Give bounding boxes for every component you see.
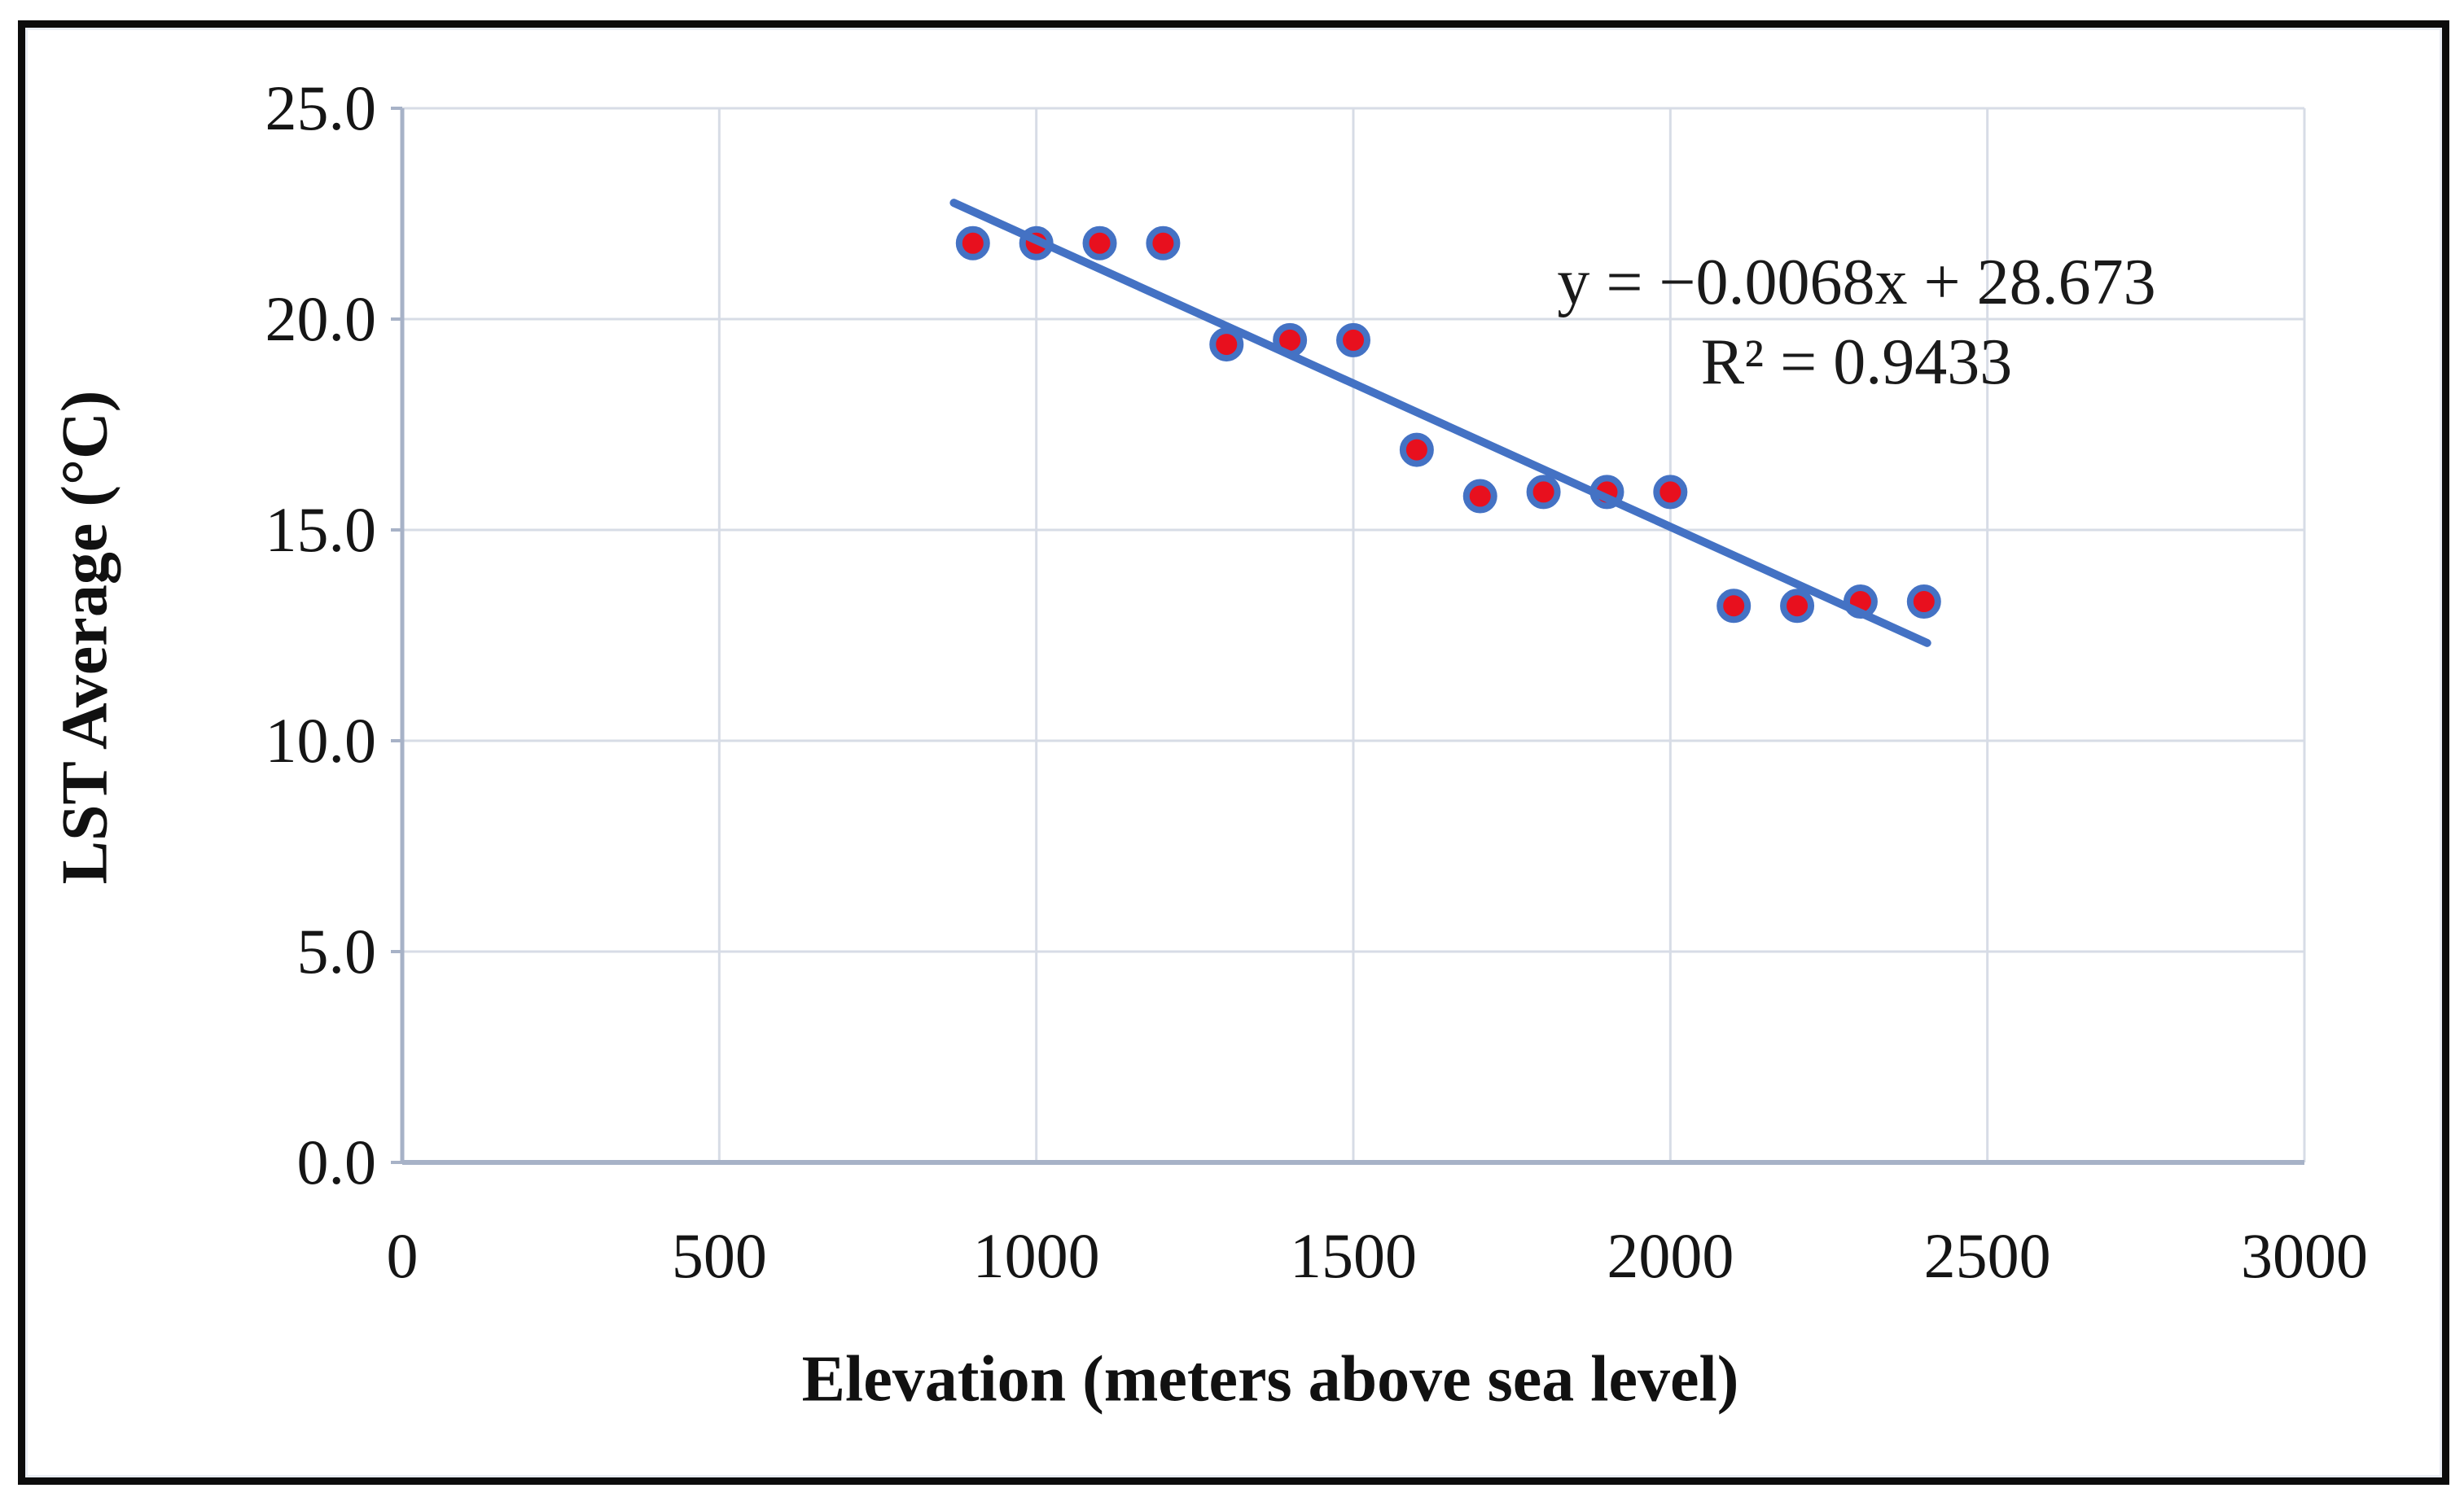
y-tick-label: 0.0 [296, 1127, 377, 1197]
trendline-annotation: y = −0.0068x + 28.673 R² = 0.9433 [1531, 243, 2182, 402]
data-point [1906, 584, 1941, 619]
data-point [1336, 322, 1370, 357]
y-tick-label: 25.0 [265, 72, 377, 143]
trendline-equation: y = −0.0068x + 28.673 [1557, 247, 2156, 318]
figure-border [18, 20, 2449, 1485]
x-tick-label: 3000 [2241, 1220, 2368, 1291]
x-tick-label: 2500 [1923, 1220, 2051, 1291]
y-axis-title: LST Average (°C) [49, 390, 121, 885]
x-tick-label: 0 [386, 1220, 419, 1291]
data-point [1399, 432, 1434, 467]
x-tick-label: 2000 [1607, 1220, 1734, 1291]
x-tick-label: 1500 [1290, 1220, 1417, 1291]
x-axis-title: Elevation (meters above sea level) [801, 1343, 1739, 1416]
y-tick-label: 20.0 [265, 283, 377, 354]
data-point [1716, 589, 1752, 624]
y-tick-label: 10.0 [265, 705, 377, 776]
trendline-r2: R² = 0.9433 [1700, 326, 2013, 398]
chart-canvas [25, 28, 2442, 1477]
plot-area [391, 107, 2306, 1165]
x-tick-label: 500 [671, 1220, 767, 1291]
data-point [955, 225, 990, 260]
data-point [1082, 225, 1117, 260]
data-point [1526, 475, 1561, 510]
data-point [1780, 589, 1815, 624]
trendline [949, 199, 1931, 647]
data-point [1462, 479, 1497, 514]
data-point [1146, 225, 1181, 260]
x-tick-label: 1000 [972, 1220, 1100, 1291]
y-tick-label: 15.0 [265, 494, 377, 565]
data-point [1653, 475, 1688, 510]
y-tick-label: 5.0 [296, 916, 377, 987]
